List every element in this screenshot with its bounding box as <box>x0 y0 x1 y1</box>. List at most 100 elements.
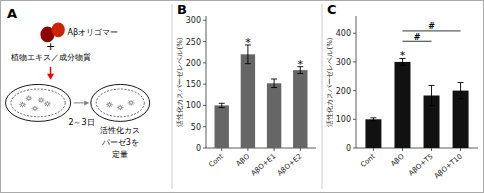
significance-star: * <box>400 49 406 62</box>
error-cap <box>245 63 251 64</box>
error-line <box>221 103 222 107</box>
bar-panel: C 0 100 200 300 400活性化カスパーゼレベル(%) Cont AβO AβO+T… <box>326 2 478 180</box>
bar <box>365 119 381 148</box>
cell-process <box>106 104 113 105</box>
error-line <box>460 83 461 99</box>
cell-body <box>108 103 111 106</box>
y-tick-label: 50 <box>191 123 201 132</box>
panel-label: C <box>327 2 337 17</box>
cell-process <box>35 106 36 112</box>
cell-process <box>118 106 123 110</box>
figure-border <box>1 1 484 193</box>
y-tick-label: 0 <box>346 144 351 153</box>
arrow <box>50 67 52 75</box>
cell-process <box>107 103 112 107</box>
annotation: 2～3日 <box>68 118 94 127</box>
error-cap <box>370 120 376 121</box>
panel-divider <box>172 4 173 189</box>
annotation: パーゼ3を <box>101 138 139 147</box>
y-tick-label: 300 <box>336 58 351 67</box>
error-bar <box>370 118 376 121</box>
cell-process <box>47 101 48 107</box>
annotation: 定量 <box>112 150 128 159</box>
y-axis <box>206 16 207 148</box>
annotation: 活性化カス <box>100 126 140 135</box>
error-cap <box>271 79 277 80</box>
cell-process <box>33 106 38 110</box>
bar-panel: B050100150200250300活性化カスパーゼレベル(%)ContAβO… <box>176 2 316 178</box>
y-tick <box>203 148 206 149</box>
cell-body <box>119 106 122 109</box>
y-tick <box>353 119 356 120</box>
cell-process <box>45 102 50 106</box>
bar <box>394 62 410 148</box>
x-tick-label: AβO <box>235 152 252 168</box>
x-tick-label: AβO <box>389 152 406 168</box>
y-tick <box>353 148 356 149</box>
error-line <box>274 79 275 88</box>
y-tick <box>203 62 206 63</box>
significance-mark: # <box>428 22 435 31</box>
error-bar <box>429 85 435 105</box>
cell-process <box>22 102 23 108</box>
x-tick <box>402 148 403 151</box>
error-cap <box>399 65 405 66</box>
significance-mark: # <box>414 33 421 42</box>
cell-process <box>19 104 26 105</box>
cell-process <box>26 96 31 100</box>
cell-process <box>129 101 134 105</box>
annotation: Aβオリゴマー <box>68 28 119 37</box>
error-cap <box>219 103 225 104</box>
y-tick <box>203 20 206 21</box>
error-cap <box>370 117 376 118</box>
x-tick-label: AβO+E1 <box>250 152 278 177</box>
error-cap <box>429 85 435 86</box>
y-tick <box>203 126 206 127</box>
panel-divider <box>322 4 323 189</box>
y-tick <box>353 90 356 91</box>
marks <box>215 45 308 148</box>
x-tick-label: AβO+T10 <box>433 152 464 180</box>
y-tick-label: 100 <box>336 115 351 124</box>
cell-process <box>20 103 25 107</box>
y-tick <box>203 41 206 42</box>
cell-process <box>33 106 38 110</box>
cell-process <box>25 98 32 99</box>
cell-process <box>120 105 121 111</box>
error-bar <box>458 83 464 99</box>
y-tick-label: 150 <box>186 80 201 89</box>
cell-process <box>28 96 29 102</box>
cell-process <box>20 103 25 107</box>
panel-label: B <box>177 2 187 17</box>
y-tick-label: 200 <box>186 59 201 68</box>
cell-body <box>21 103 24 106</box>
cell-process <box>26 96 31 100</box>
x-tick <box>247 148 248 151</box>
y-tick <box>203 84 206 85</box>
cell-process <box>107 103 112 107</box>
x-tick-label: Cont <box>359 152 377 169</box>
arrow-head <box>47 74 54 80</box>
cell-process <box>39 98 44 102</box>
dish-outer <box>91 84 150 121</box>
x-tick-label: AβO+E2 <box>276 152 304 177</box>
cell-body <box>130 102 133 105</box>
y-axis-label: 活性化カスパーゼレベル(%) <box>326 37 334 126</box>
arrow-head <box>84 100 89 105</box>
y-axis <box>356 16 357 148</box>
annotation: + <box>46 40 55 53</box>
cell-process <box>131 100 132 106</box>
significance-star: * <box>245 36 251 49</box>
y-tick-label: 100 <box>186 101 201 110</box>
bar <box>241 54 255 148</box>
cell-body <box>46 103 49 106</box>
y-tick <box>203 105 206 106</box>
error-cap <box>271 87 277 88</box>
cell-body <box>34 107 37 110</box>
x-tick-label: Cont <box>207 152 225 169</box>
y-tick-label: 400 <box>336 29 351 38</box>
error-bar <box>271 79 277 88</box>
dish-inner <box>11 89 65 117</box>
dish-inner <box>96 89 144 117</box>
y-tick-label: 200 <box>336 87 351 96</box>
